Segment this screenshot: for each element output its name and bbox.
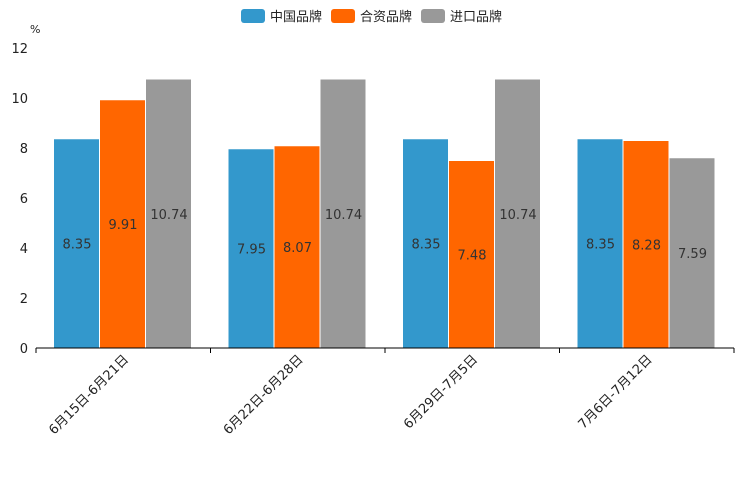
bar-1-2: [228, 149, 274, 348]
bar-2-3: [449, 161, 494, 348]
bar-3-2: [320, 79, 366, 348]
y-tick-label: 8: [20, 142, 28, 157]
y-axis-unit-label: %: [30, 23, 40, 36]
legend-item[interactable]: 中国品牌: [241, 9, 322, 25]
bar-1-3: [403, 139, 448, 348]
legend-item[interactable]: 合资品牌: [331, 9, 412, 25]
y-tick-label: 12: [11, 42, 28, 57]
legend-label: 中国品牌: [270, 9, 322, 25]
x-axis: 6月15日-6月21日 6月22日-6月28日 6月29日-7月5日 7月6日-7月1…: [35, 348, 735, 438]
data-label: 8.07: [283, 241, 312, 256]
y-axis: 0 2 4 6 8 10 12: [11, 42, 28, 357]
x-category-label: 7月6日-7月12日: [576, 352, 656, 432]
y-tick-label: 6: [20, 192, 28, 207]
data-label: 8.35: [63, 238, 92, 253]
bar-3-3: [495, 79, 540, 348]
bar-2-1: [100, 100, 145, 348]
data-labels: 8.35 9.91 10.74 7.95 8.07 10.74 8.35 7.48 10.74 8…: [63, 208, 707, 264]
data-label: 10.74: [150, 208, 187, 223]
x-category-label: 6月29日-7月5日: [401, 352, 481, 432]
data-label: 8.35: [586, 238, 615, 253]
data-label: 7.59: [678, 247, 707, 262]
legend-swatch: [241, 9, 265, 23]
legend-item[interactable]: 进口品牌: [421, 9, 502, 25]
bar-3-4: [669, 158, 715, 348]
data-label: 8.35: [412, 238, 441, 253]
legend-label: 合资品牌: [360, 9, 412, 25]
y-tick-label: 0: [20, 342, 28, 357]
x-category-label: 6月22日-6月28日: [221, 352, 307, 438]
data-label: 9.91: [109, 218, 138, 233]
bar-1-1: [54, 139, 99, 348]
bar-1-4: [577, 139, 623, 348]
bar-2-4: [623, 141, 669, 348]
data-label: 10.74: [325, 208, 362, 223]
data-label: 10.74: [499, 208, 536, 223]
x-category-label: 6月15日-6月21日: [46, 352, 132, 438]
y-tick-label: 10: [11, 92, 28, 107]
legend: 中国品牌 合资品牌 进口品牌: [241, 9, 502, 25]
data-label: 7.48: [458, 249, 487, 264]
y-tick-label: 4: [20, 242, 28, 257]
legend-label: 进口品牌: [450, 9, 502, 25]
bar-3-1: [146, 79, 191, 348]
bars: [54, 79, 715, 348]
legend-swatch: [421, 9, 445, 23]
data-label: 8.28: [632, 239, 661, 254]
data-label: 7.95: [237, 243, 266, 258]
legend-swatch: [331, 9, 355, 23]
y-tick-label: 2: [20, 292, 28, 307]
bar-2-2: [274, 146, 320, 348]
